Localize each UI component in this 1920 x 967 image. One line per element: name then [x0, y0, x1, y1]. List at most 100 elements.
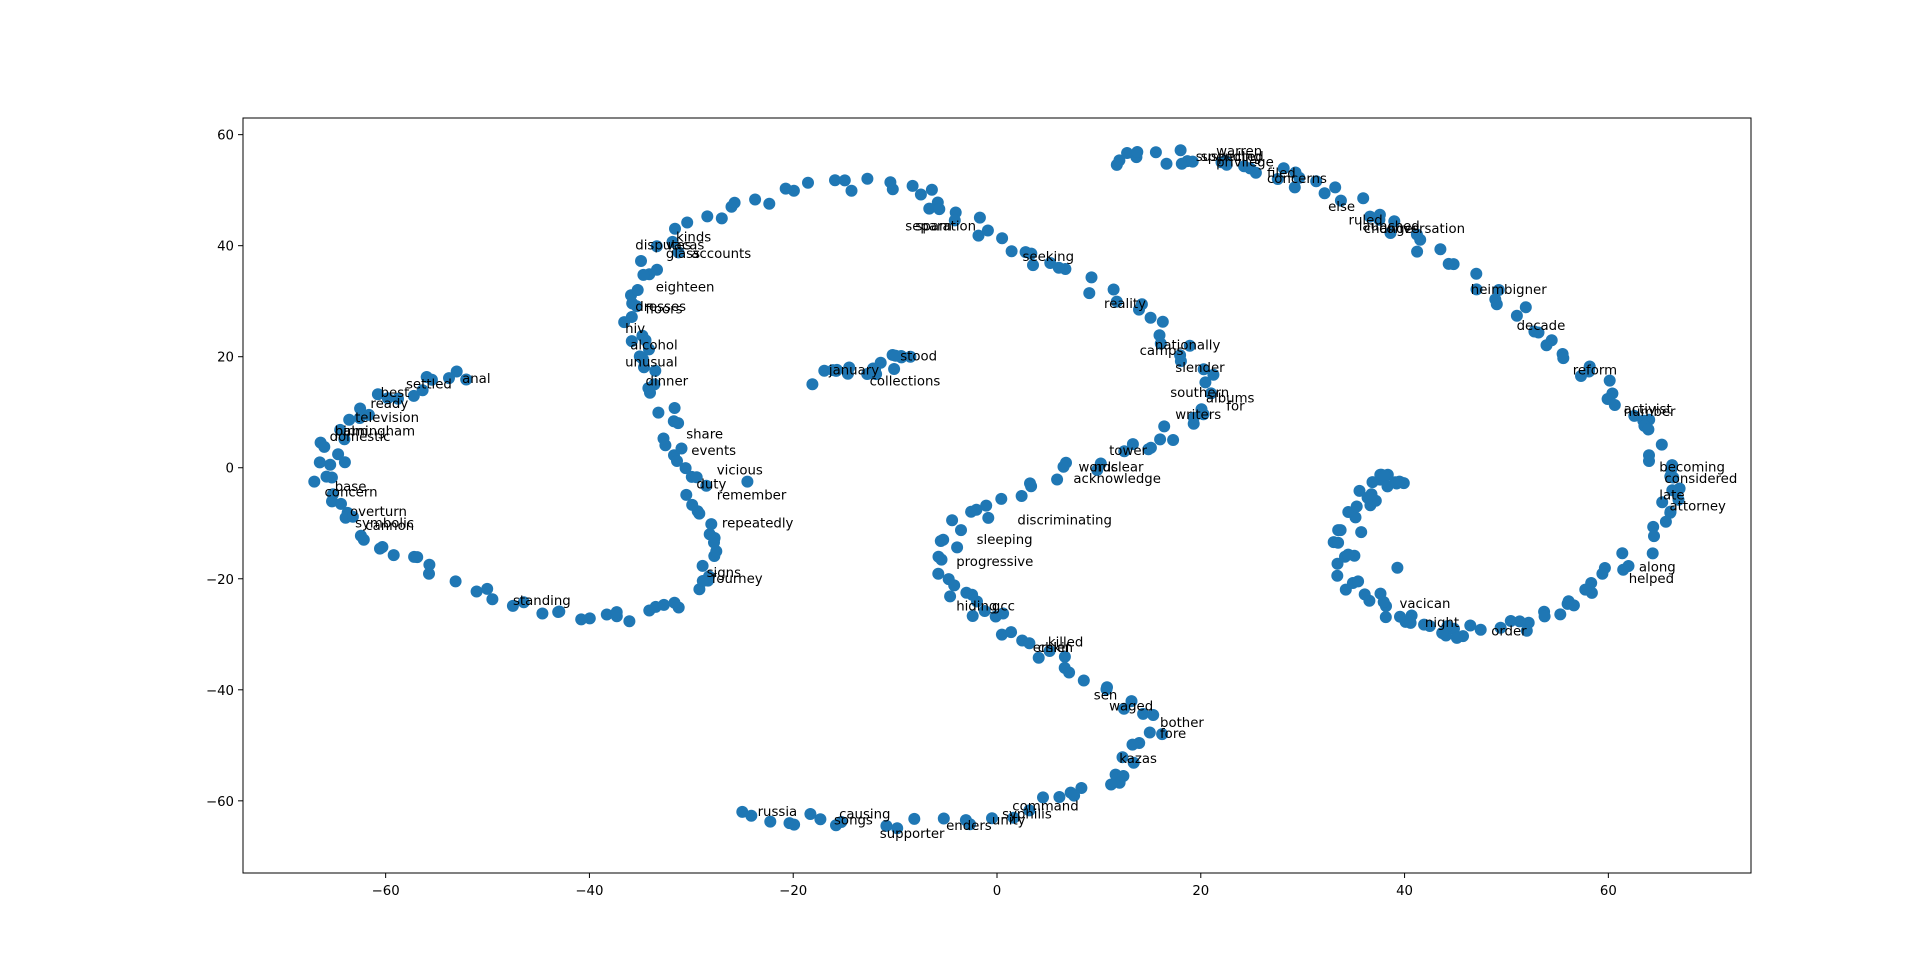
data-point — [411, 551, 424, 564]
point-label: sen — [1094, 688, 1118, 703]
data-point — [334, 423, 347, 436]
data-point — [1205, 387, 1217, 400]
point-label: decade — [1517, 319, 1566, 334]
data-point — [933, 203, 946, 216]
data-point — [657, 598, 670, 611]
data-point — [1160, 157, 1173, 170]
point-label: spam — [916, 219, 952, 234]
data-point — [326, 495, 338, 508]
data-point — [1052, 261, 1065, 274]
point-label: number — [1624, 405, 1676, 420]
x-tick-label: 20 — [1192, 884, 1209, 899]
point-label: domestic — [330, 430, 391, 445]
data-point — [948, 579, 961, 592]
point-label: fore — [1160, 727, 1186, 742]
point-label: dresses — [635, 300, 686, 315]
point-label: helped — [1629, 572, 1674, 587]
data-point — [1579, 583, 1592, 596]
data-point — [1393, 475, 1406, 488]
data-point — [1293, 171, 1306, 184]
point-label: accounts — [691, 247, 751, 262]
data-point — [1133, 303, 1145, 316]
data-point — [838, 174, 851, 187]
point-label: acknowledge — [1073, 472, 1161, 487]
data-point — [806, 378, 819, 391]
data-point — [1358, 588, 1371, 601]
data-point — [696, 559, 709, 572]
data-point — [1271, 173, 1284, 185]
data-point — [1175, 157, 1188, 170]
data-point — [1355, 526, 1368, 539]
data-point — [1156, 728, 1169, 741]
data-point — [818, 364, 831, 377]
data-point — [423, 558, 436, 571]
data-point — [631, 284, 644, 296]
data-point — [783, 817, 796, 830]
point-label: conversation — [1379, 222, 1465, 237]
data-point — [381, 392, 394, 405]
point-label: causing — [839, 808, 890, 823]
data-point — [1105, 778, 1118, 791]
data-point — [932, 567, 945, 580]
data-point — [407, 389, 420, 402]
data-point — [470, 585, 483, 598]
point-label: waged — [1109, 700, 1153, 715]
point-label: kazas — [1119, 752, 1157, 767]
y-tick-label: −20 — [206, 573, 234, 588]
point-label: command — [1012, 799, 1078, 814]
data-point — [1154, 337, 1167, 350]
data-point — [460, 373, 473, 386]
point-label: attorney — [1670, 500, 1727, 515]
data-point — [955, 524, 967, 537]
data-point — [635, 255, 647, 267]
data-point — [804, 808, 817, 820]
data-point — [1388, 215, 1401, 228]
data-point — [966, 610, 979, 622]
y-tick-label: 0 — [226, 462, 234, 477]
data-point — [741, 475, 754, 488]
data-point — [972, 229, 985, 242]
data-point — [908, 812, 921, 825]
data-point — [1628, 409, 1641, 422]
data-point — [1349, 511, 1362, 524]
data-point — [1642, 423, 1655, 436]
data-point — [642, 382, 655, 395]
data-point — [686, 498, 699, 511]
data-point — [1378, 469, 1391, 482]
data-point — [889, 349, 902, 362]
data-point — [1025, 247, 1038, 260]
data-point — [1131, 146, 1144, 158]
data-point — [666, 235, 679, 248]
data-point — [651, 263, 663, 276]
data-point — [978, 605, 991, 617]
point-label: seeking — [1023, 250, 1075, 265]
data-point — [1007, 811, 1020, 824]
data-point — [623, 615, 636, 628]
data-point — [995, 492, 1008, 505]
data-point — [679, 462, 692, 475]
data-point — [1643, 455, 1655, 467]
data-point — [600, 608, 613, 621]
point-labels: anal settledbestreadytelevisionbirmingham… — [325, 144, 1738, 842]
data-point — [802, 176, 814, 189]
point-label: heimbigner — [1471, 283, 1547, 298]
data-point — [313, 456, 326, 469]
data-point — [829, 174, 841, 187]
data-point — [387, 549, 400, 562]
point-label: killed — [1048, 636, 1083, 651]
point-label: sleeping — [977, 533, 1033, 548]
data-point — [1113, 154, 1126, 167]
data-point — [1664, 506, 1677, 519]
y-tick-label: −60 — [206, 795, 234, 810]
data-point — [904, 350, 917, 363]
data-point — [1520, 624, 1533, 637]
data-point — [830, 819, 842, 832]
data-point — [1474, 623, 1487, 636]
point-label: songs — [834, 813, 873, 828]
data-point — [672, 246, 685, 259]
point-label: base — [335, 480, 367, 495]
point-label: ruled — [1349, 214, 1383, 229]
data-point — [1005, 245, 1018, 258]
data-point — [649, 364, 662, 377]
point-label: palm — [335, 425, 368, 440]
